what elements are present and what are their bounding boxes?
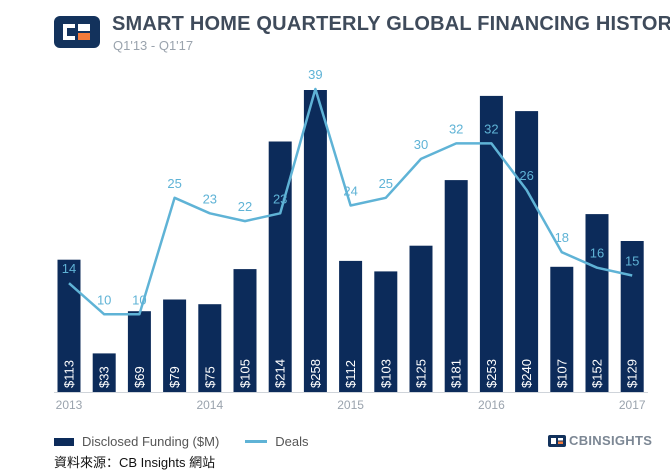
- funding-bar-label: $112: [343, 360, 358, 388]
- funding-bar: [585, 214, 609, 392]
- deals-point-label: 32: [449, 121, 463, 136]
- funding-bar: [233, 269, 257, 392]
- funding-bar: [303, 90, 327, 392]
- funding-bar: [620, 241, 644, 392]
- chart-title: SMART HOME QUARTERLY GLOBAL FINANCING HI…: [112, 13, 670, 35]
- funding-bar-label: $105: [238, 359, 253, 388]
- funding-bar-label: $152: [590, 359, 605, 388]
- cb-insights-brand: CBINSIGHTS: [548, 433, 652, 448]
- chart-subtitle: Q1'13 - Q1'17: [113, 38, 194, 53]
- x-tick-label: 2014: [196, 398, 223, 412]
- funding-bar: [515, 111, 539, 392]
- funding-bar-label: $113: [62, 360, 77, 388]
- deals-point-label: 32: [484, 121, 498, 136]
- funding-bar: [550, 266, 574, 392]
- funding-bar: [409, 245, 433, 392]
- funding-bar-label: $240: [519, 359, 534, 388]
- funding-bar: [127, 311, 151, 392]
- funding-bar-label: $69: [132, 366, 147, 388]
- funding-bar: [92, 353, 116, 392]
- deals-point-label: 18: [555, 230, 569, 245]
- funding-bar-label: $253: [484, 359, 499, 388]
- deals-point-label: 39: [308, 67, 322, 82]
- chart-plot-area: $113 $33 $69 $79 $75 $105 $214 $258 $112 $103 $125…: [54, 67, 648, 412]
- legend-deals-swatch: [245, 440, 268, 443]
- chart-legend: Disclosed Funding ($M) Deals: [54, 434, 309, 449]
- deals-point-label: 26: [519, 168, 533, 183]
- x-tick-label: 2017: [619, 398, 646, 412]
- funding-bar: [198, 304, 222, 392]
- deals-point-label: 25: [167, 176, 181, 191]
- funding-bar-label: $79: [167, 366, 182, 388]
- deals-point-label: 15: [625, 254, 639, 269]
- funding-bar: [444, 180, 468, 392]
- deals-point-label: 30: [414, 137, 428, 152]
- deals-point-label: 10: [132, 292, 146, 307]
- funding-bar-label: $214: [273, 359, 288, 388]
- funding-bar-label: $258: [308, 359, 323, 388]
- funding-bar-label: $125: [414, 359, 429, 388]
- funding-bar-label: $75: [202, 366, 217, 388]
- deals-point-label: 22: [238, 199, 252, 214]
- funding-bar: [163, 299, 187, 392]
- brand-name: CBINSIGHTS: [569, 433, 653, 448]
- deals-point-label: 23: [273, 191, 287, 206]
- legend-funding-swatch: [54, 437, 74, 446]
- funding-bar-label: $129: [625, 359, 640, 388]
- funding-bar: [57, 259, 81, 392]
- deals-point-label: 24: [343, 184, 357, 199]
- deals-point-label: 25: [379, 176, 393, 191]
- legend-deals-label: Deals: [275, 434, 309, 449]
- funding-bar-label: $107: [554, 359, 569, 388]
- deals-point-label: 14: [62, 261, 76, 276]
- x-tick-label: 2016: [478, 398, 505, 412]
- funding-bar: [339, 260, 363, 392]
- deals-point-label: 16: [590, 246, 604, 261]
- legend-funding-label: Disclosed Funding ($M): [82, 434, 220, 449]
- source-note: 資料來源：CB Insights 網站: [54, 455, 216, 470]
- cb-insights-logo-icon: [54, 16, 100, 48]
- funding-bar-label: $181: [449, 359, 464, 388]
- funding-bar: [479, 95, 503, 393]
- x-tick-label: 2013: [56, 398, 83, 412]
- x-tick-label: 2015: [337, 398, 364, 412]
- deals-point-label: 10: [97, 292, 111, 307]
- funding-bar-label: $33: [97, 366, 112, 388]
- funding-bar-label: $103: [378, 359, 393, 388]
- deals-line: [68, 87, 633, 316]
- funding-bar: [374, 271, 398, 392]
- deals-point-label: 23: [203, 191, 217, 206]
- funding-bar: [268, 141, 292, 392]
- cb-brand-icon: [548, 434, 566, 447]
